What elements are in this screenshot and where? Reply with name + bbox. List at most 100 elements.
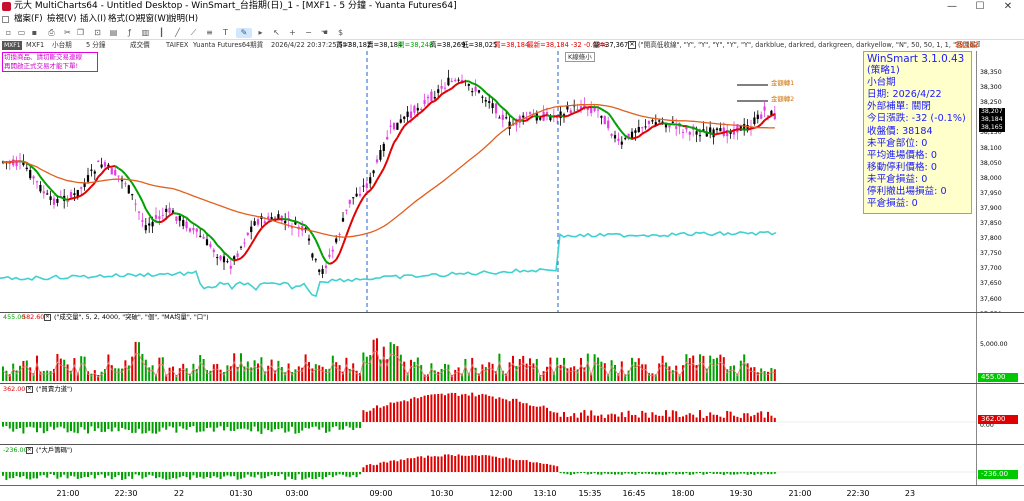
force-axis[interactable]: 0.00 [976,384,1024,444]
price-axis[interactable]: 38,35038,30038,25038,20038,15038,10038,0… [976,51,1024,333]
force-pane[interactable] [0,384,976,444]
chip-bar [270,472,273,475]
menu-format[interactable]: 格式(O) [108,14,139,24]
short-ma-segment [437,93,443,99]
arrow-icon[interactable]: ▸ [258,28,263,37]
volume-bar [427,374,429,381]
volume-bar [522,355,525,381]
volume-bar [495,371,497,381]
indicator-icon[interactable]: ƒ [128,28,131,37]
volume-pane[interactable] [0,313,976,383]
minimize-button[interactable]: — [947,1,957,12]
fib-icon[interactable]: ≡ [206,28,213,37]
short-ma-segment [481,88,487,94]
chip-close-icon[interactable]: ✕ [26,447,33,454]
candle-body [348,199,351,204]
force-bar [311,422,314,428]
short-ma-segment [485,91,490,97]
force-bar [243,422,246,429]
trend-icon[interactable]: ⟋ [190,28,197,37]
candle-body [256,219,260,225]
force-close-icon[interactable]: ✕ [26,386,33,393]
force-bar [212,422,215,432]
force-bar [770,415,773,422]
format-icon[interactable]: ▤ [109,28,118,37]
cursor-icon[interactable]: ↖ [273,28,280,37]
force-bar [634,414,637,422]
force-bar [348,422,351,428]
warning-line-2: 再開啟正式交易才能下單! [4,62,79,70]
volume-bar [314,364,317,381]
force-bar [627,410,630,422]
symbol-box[interactable]: MXF1 [2,41,22,50]
force-bar [342,422,344,430]
volume-bar [726,369,729,381]
chip-bar [603,472,606,474]
menu-view[interactable]: 檢視(V) [47,14,77,24]
force-bar [583,410,586,422]
time-axis[interactable]: 21:00 22:30 22 01:30 03:00 09:00 10:30 12:00 13:… [0,485,1024,501]
bar-chart-icon[interactable]: ▥ [141,28,150,37]
chip-bar [376,464,378,472]
zoom-out-icon[interactable]: − [305,28,312,37]
force-bar [355,422,358,428]
line-icon[interactable]: ╱ [175,28,180,37]
volume-bar [773,369,776,381]
chip-bar [192,472,195,476]
volume-bar [515,365,518,381]
candle-body [69,192,73,198]
short-ma-segment [770,113,776,117]
candle-body [46,193,49,195]
candle-icon[interactable]: ┃ [159,28,164,37]
study-close-icon[interactable]: ✕ [628,41,636,49]
chip-bar [328,472,331,476]
menu-insert[interactable]: 插入(I) [80,14,107,24]
force-axis-zero: 0.00 [980,422,994,429]
menu-window[interactable]: 視窗(W) [137,14,170,24]
candle-body [426,96,430,99]
text-icon[interactable]: T [223,28,228,37]
force-bar [539,406,542,422]
cut-icon[interactable]: ✂ [64,28,71,37]
price-pane[interactable] [0,51,976,312]
volume-close-icon[interactable]: ✕ [44,314,51,321]
force-bar [189,422,191,428]
save-icon[interactable]: ▪ [31,28,38,37]
candle-body [280,215,283,222]
new-icon[interactable]: ▫ [5,28,12,37]
force-bar [93,422,96,431]
close-button[interactable]: ✕ [1003,1,1013,12]
short-ma-segment [176,212,181,216]
short-ma-segment [209,235,215,241]
volume-bar [19,365,21,381]
short-ma-segment [212,239,219,246]
k-line-button[interactable]: K線條小 [565,52,595,62]
chip-pane[interactable] [0,445,976,485]
volume-axis[interactable]: 5,000.00 [976,313,1024,383]
quote-high: 高=38,269 [430,41,466,49]
volume-bar [175,374,178,381]
short-ma-segment [141,200,147,210]
menu-help[interactable]: 說明(H) [168,14,199,24]
volume-bar [158,357,161,381]
maximize-button[interactable]: ☐ [975,1,985,12]
dollar-icon[interactable]: $ [337,28,344,37]
winsmart-date: 日期: 2026/4/22 [867,89,942,101]
chip-bar [478,455,480,472]
short-ma-segment [410,116,416,122]
print-icon[interactable]: ⎙ [48,28,55,37]
open-folder-icon[interactable]: ▭ [17,28,26,37]
menu-file[interactable]: 檔案(F) [14,14,43,24]
force-bar [287,422,290,432]
candle-body [413,105,416,113]
chip-axis[interactable]: 0.00 [976,445,1024,485]
draw-tools-icon[interactable]: ✎ [236,28,252,38]
zoom-in-icon[interactable]: + [289,28,296,37]
chip-bar [117,472,120,476]
force-bar [294,422,297,434]
lock-icon[interactable]: ⊡ [94,28,101,37]
copy-icon[interactable]: ❐ [76,28,85,37]
hand-icon[interactable]: ☚ [320,28,329,37]
chip-bar [624,472,627,474]
chip-bar [481,455,484,472]
